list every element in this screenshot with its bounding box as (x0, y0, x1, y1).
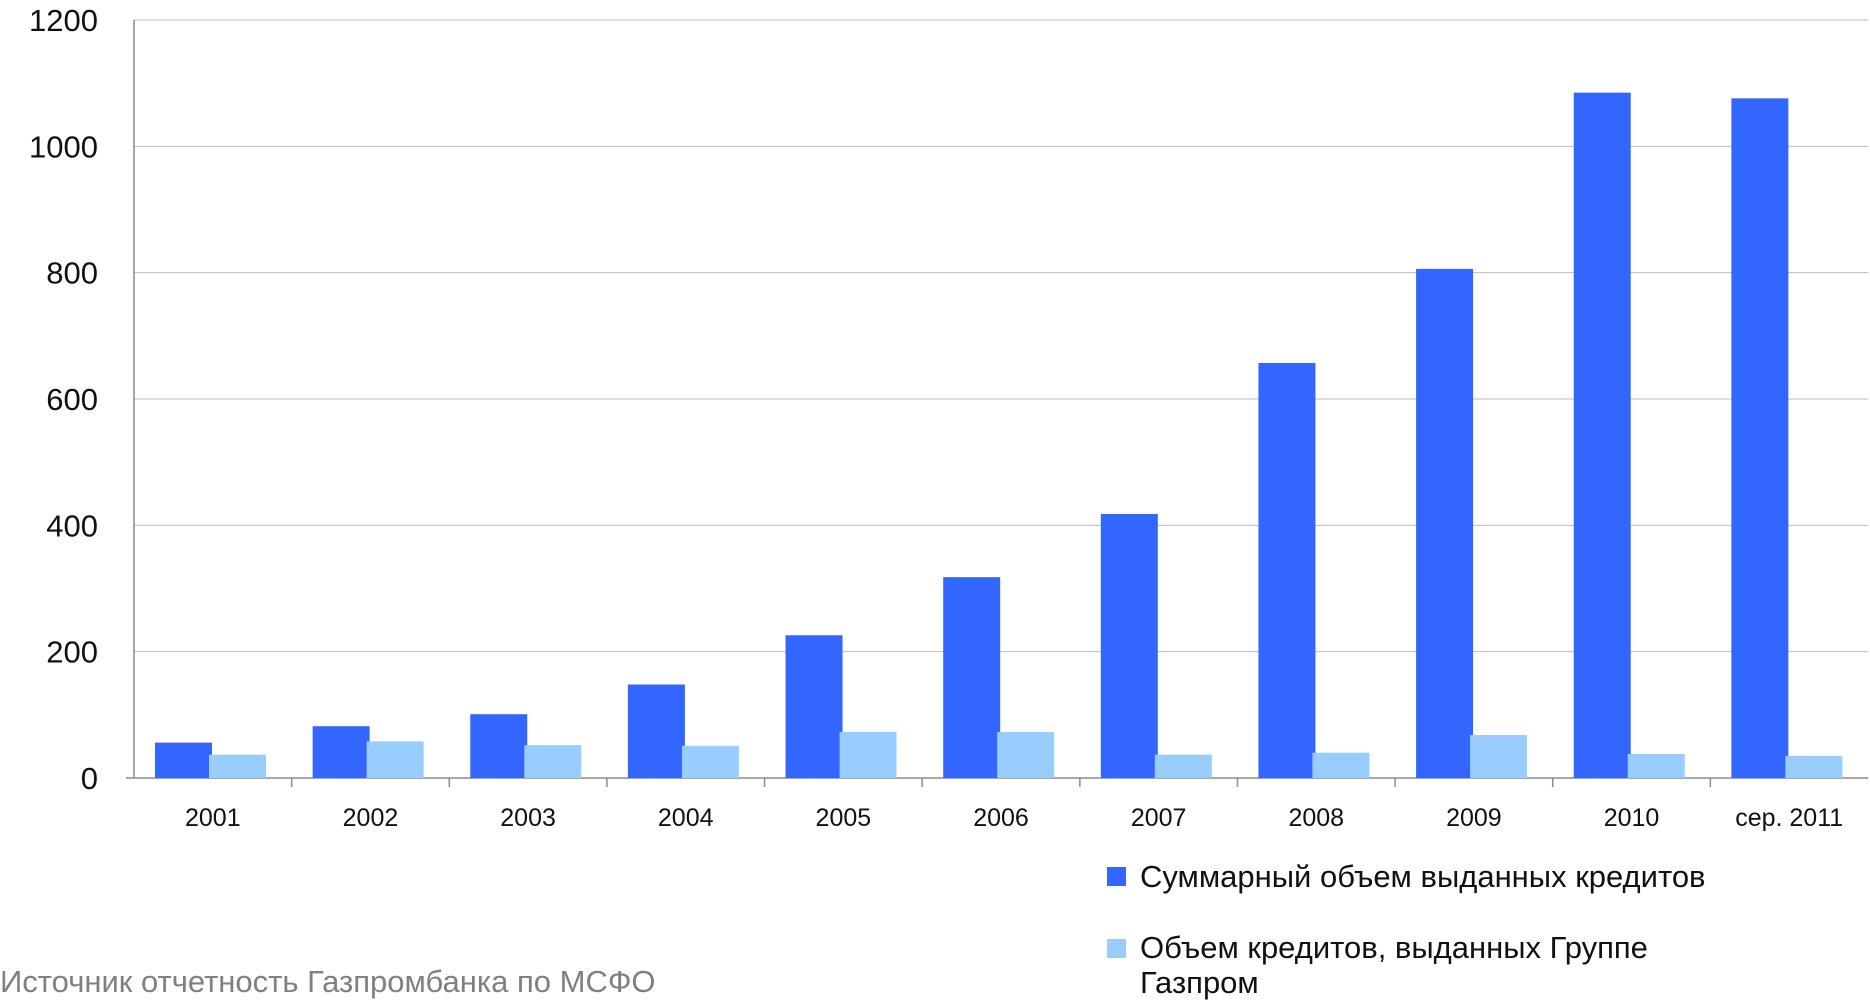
legend-swatch-series-2 (1107, 939, 1126, 958)
x-tick-labels: 2001 2002 2003 2004 2005 2006 2007 2008 2009 2010… (185, 804, 1843, 832)
legend: Суммарный объем выданных кредитов Объем … (1107, 859, 1706, 1000)
y-tick-label: 1000 (29, 129, 98, 164)
x-tick-label: 2005 (816, 804, 872, 832)
bar-series-2-0 (209, 754, 266, 778)
x-tick-label: 2006 (973, 804, 1029, 832)
bar-series-1-9 (1573, 92, 1631, 779)
bar-series-2-5 (997, 731, 1055, 778)
legend-label-series-2-line-2: Газпром (1140, 965, 1259, 1000)
bar-series-1-4 (785, 635, 843, 778)
x-tick-label: 2008 (1288, 804, 1344, 832)
y-tick-labels: 0 200 400 600 800 1000 1200 (29, 3, 98, 796)
bar-series-2-10 (1785, 755, 1843, 778)
y-tick-label: 600 (46, 382, 98, 417)
x-tick-label: 2004 (658, 804, 714, 832)
bar-series-1-2 (470, 714, 528, 778)
bar-series-1-5 (943, 577, 1001, 778)
bar-series-1-0 (155, 742, 212, 778)
y-tick-label: 0 (81, 761, 98, 796)
bar-series-2-3 (681, 745, 739, 778)
bars (155, 92, 1843, 779)
bar-series-1-10 (1731, 98, 1789, 779)
y-tick-label: 400 (46, 508, 98, 543)
bar-series-2-7 (1312, 752, 1370, 778)
source-note: Источник отчетность Газпромбанка по МСФО (0, 964, 656, 999)
x-tick-label: 2007 (1131, 804, 1187, 832)
x-tick-label: 2009 (1446, 804, 1502, 832)
bar-series-2-4 (839, 731, 897, 778)
bar-series-2-1 (366, 741, 424, 778)
bar-series-1-3 (627, 684, 685, 778)
y-tick-label: 1200 (29, 3, 98, 38)
bar-series-2-9 (1627, 753, 1685, 778)
bar-series-1-8 (1416, 268, 1474, 778)
x-tick-label: 2001 (185, 804, 241, 832)
bar-series-1-7 (1258, 362, 1316, 778)
y-tick-label: 200 (46, 635, 98, 670)
legend-label-series-2-line-1: Объем кредитов, выданных Группе (1140, 930, 1648, 965)
bar-series-2-6 (1154, 754, 1212, 778)
bar-series-2-2 (524, 745, 582, 778)
x-tick-label: 2010 (1604, 804, 1660, 832)
bar-series-1-6 (1100, 513, 1158, 778)
x-tick-label: сер. 2011 (1735, 804, 1843, 832)
legend-swatch-series-1 (1107, 867, 1126, 886)
y-tick-label: 800 (46, 256, 98, 291)
x-tick-label: 2002 (343, 804, 399, 832)
legend-label-series-1: Суммарный объем выданных кредитов (1140, 859, 1706, 894)
bar-series-1-1 (312, 726, 370, 778)
x-tick-label: 2003 (500, 804, 556, 832)
bar-series-2-8 (1470, 735, 1528, 778)
